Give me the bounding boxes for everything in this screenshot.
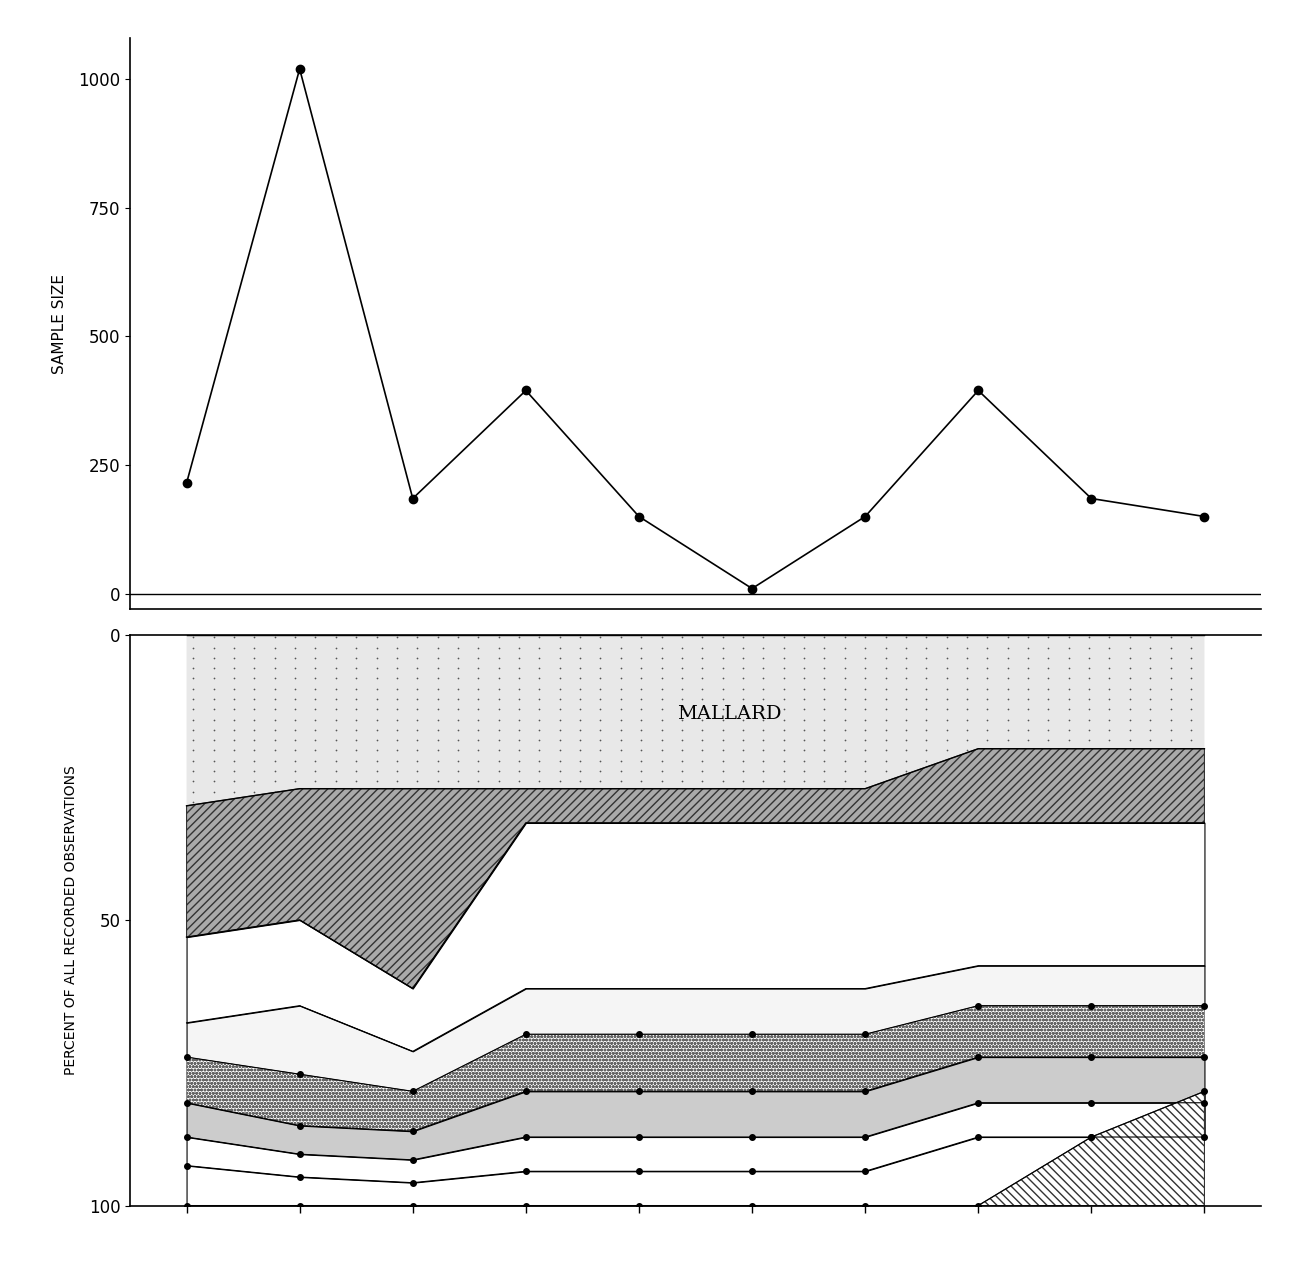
Text: OTHER: OTHER — [367, 1107, 415, 1122]
Text: PINTAIL: PINTAIL — [221, 888, 292, 906]
Text: CANADA GOOSE: CANADA GOOSE — [927, 968, 1074, 986]
Y-axis label: SAMPLE SIZE: SAMPLE SIZE — [52, 274, 68, 373]
Text: G.W. TEAL: G.W. TEAL — [775, 1136, 845, 1150]
Text: AM. WIGEON: AM. WIGEON — [342, 1022, 439, 1036]
Text: N. SHOV.: N. SHOV. — [356, 1061, 417, 1076]
Text: MALLARD: MALLARD — [677, 706, 781, 723]
Text: GADWALL: GADWALL — [1113, 1044, 1182, 1058]
Y-axis label: PERCENT OF ALL RECORDED OBSERVATIONS: PERCENT OF ALL RECORDED OBSERVATIONS — [64, 765, 78, 1075]
Text: UNK.: UNK. — [956, 1159, 989, 1173]
